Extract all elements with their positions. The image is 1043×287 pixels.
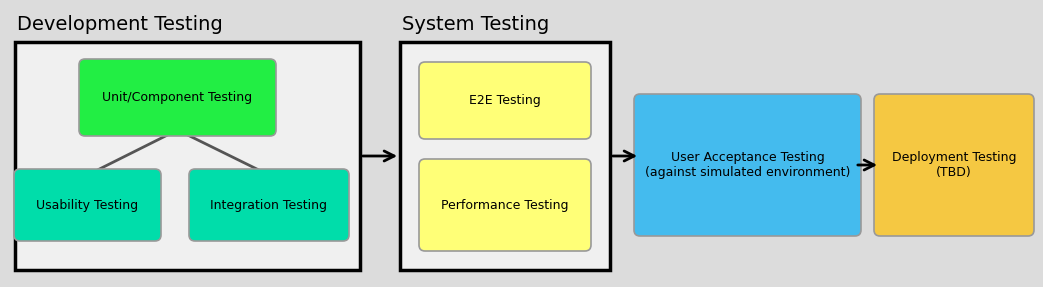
FancyBboxPatch shape — [15, 42, 360, 270]
FancyBboxPatch shape — [189, 169, 349, 241]
Text: E2E Testing: E2E Testing — [469, 94, 541, 107]
Text: Usability Testing: Usability Testing — [37, 199, 139, 212]
Text: Development Testing: Development Testing — [17, 15, 223, 34]
FancyBboxPatch shape — [874, 94, 1034, 236]
Text: Integration Testing: Integration Testing — [211, 199, 328, 212]
Text: User Acceptance Testing
(against simulated environment): User Acceptance Testing (against simulat… — [645, 151, 850, 179]
Text: Deployment Testing
(TBD): Deployment Testing (TBD) — [892, 151, 1016, 179]
Text: Performance Testing: Performance Testing — [441, 199, 568, 212]
FancyBboxPatch shape — [419, 62, 591, 139]
Text: System Testing: System Testing — [402, 15, 550, 34]
FancyBboxPatch shape — [79, 59, 276, 136]
FancyBboxPatch shape — [401, 42, 610, 270]
Text: Unit/Component Testing: Unit/Component Testing — [102, 91, 252, 104]
FancyBboxPatch shape — [14, 169, 161, 241]
FancyBboxPatch shape — [634, 94, 862, 236]
FancyBboxPatch shape — [419, 159, 591, 251]
